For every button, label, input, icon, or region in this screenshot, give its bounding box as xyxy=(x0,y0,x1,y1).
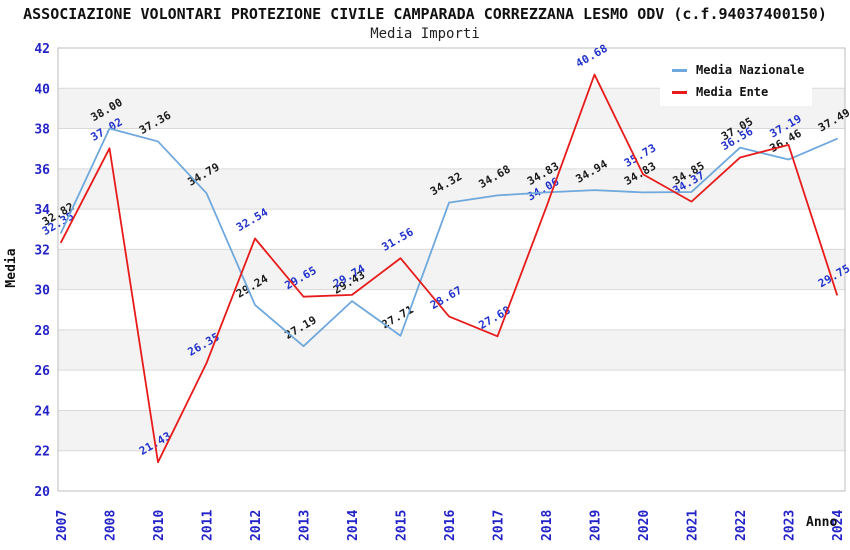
data-point-label: 40.68 xyxy=(574,42,610,71)
chart-title: ASSOCIAZIONE VOLONTARI PROTEZIONE CIVILE… xyxy=(23,5,827,23)
y-tick-label: 26 xyxy=(34,364,50,379)
series-line-media-nazionale xyxy=(60,127,838,348)
legend-item-media-nazionale: Media Nazionale xyxy=(660,59,812,81)
x-tick-label: 2022 xyxy=(734,510,749,541)
y-tick-label: 38 xyxy=(34,123,50,138)
chart-legend: Media Nazionale Media Ente xyxy=(660,57,812,106)
chart-subtitle: Media Importi xyxy=(370,26,480,42)
x-axis-title: Anno xyxy=(806,515,838,530)
x-tick-label: 2014 xyxy=(346,510,361,541)
series-line-media-ente xyxy=(60,73,838,464)
data-point-label: 32.54 xyxy=(234,205,271,234)
x-tick-label: 2023 xyxy=(783,510,798,541)
y-tick-label: 34 xyxy=(34,203,50,218)
x-tick-label: 2012 xyxy=(249,510,264,541)
y-tick-label: 32 xyxy=(34,243,50,258)
x-tick-label: 2008 xyxy=(104,510,119,541)
x-tick-label: 2021 xyxy=(686,510,701,541)
y-tick-label: 30 xyxy=(34,284,50,299)
y-tick-label: 36 xyxy=(34,163,50,178)
x-tick-label: 2020 xyxy=(637,510,652,541)
y-tick-label: 22 xyxy=(34,445,50,460)
legend-label: Media Nazionale xyxy=(696,63,805,77)
x-tick-label: 2018 xyxy=(540,510,555,541)
x-tick-label: 2010 xyxy=(152,510,167,541)
legend-item-media-ente: Media Ente xyxy=(660,81,812,103)
y-tick-label: 28 xyxy=(34,324,50,339)
x-tick-label: 2007 xyxy=(55,510,70,541)
x-tick-label: 2011 xyxy=(201,510,216,541)
y-tick-label: 20 xyxy=(34,485,50,500)
y-tick-label: 42 xyxy=(34,42,50,57)
legend-swatch-blue-line-icon xyxy=(672,68,687,72)
x-tick-label: 2015 xyxy=(395,510,410,541)
y-tick-label: 40 xyxy=(34,82,50,97)
y-tick-label: 24 xyxy=(34,404,50,419)
x-tick-label: 2016 xyxy=(443,510,458,541)
x-tick-label: 2024 xyxy=(831,510,846,541)
x-tick-label: 2013 xyxy=(298,510,313,541)
x-tick-labels: 2007 2008 2010 2011 2012 2013 2014 2015 2016 2017… xyxy=(55,510,846,541)
legend-label: Media Ente xyxy=(696,85,769,99)
y-tick-labels: 20 22 24 26 28 30 32 34 36 38 40 42 xyxy=(34,42,50,500)
plot-border xyxy=(57,47,846,492)
x-tick-label: 2019 xyxy=(589,510,604,541)
legend-swatch-red-line-icon xyxy=(672,90,687,94)
x-tick-label: 2017 xyxy=(492,510,507,541)
